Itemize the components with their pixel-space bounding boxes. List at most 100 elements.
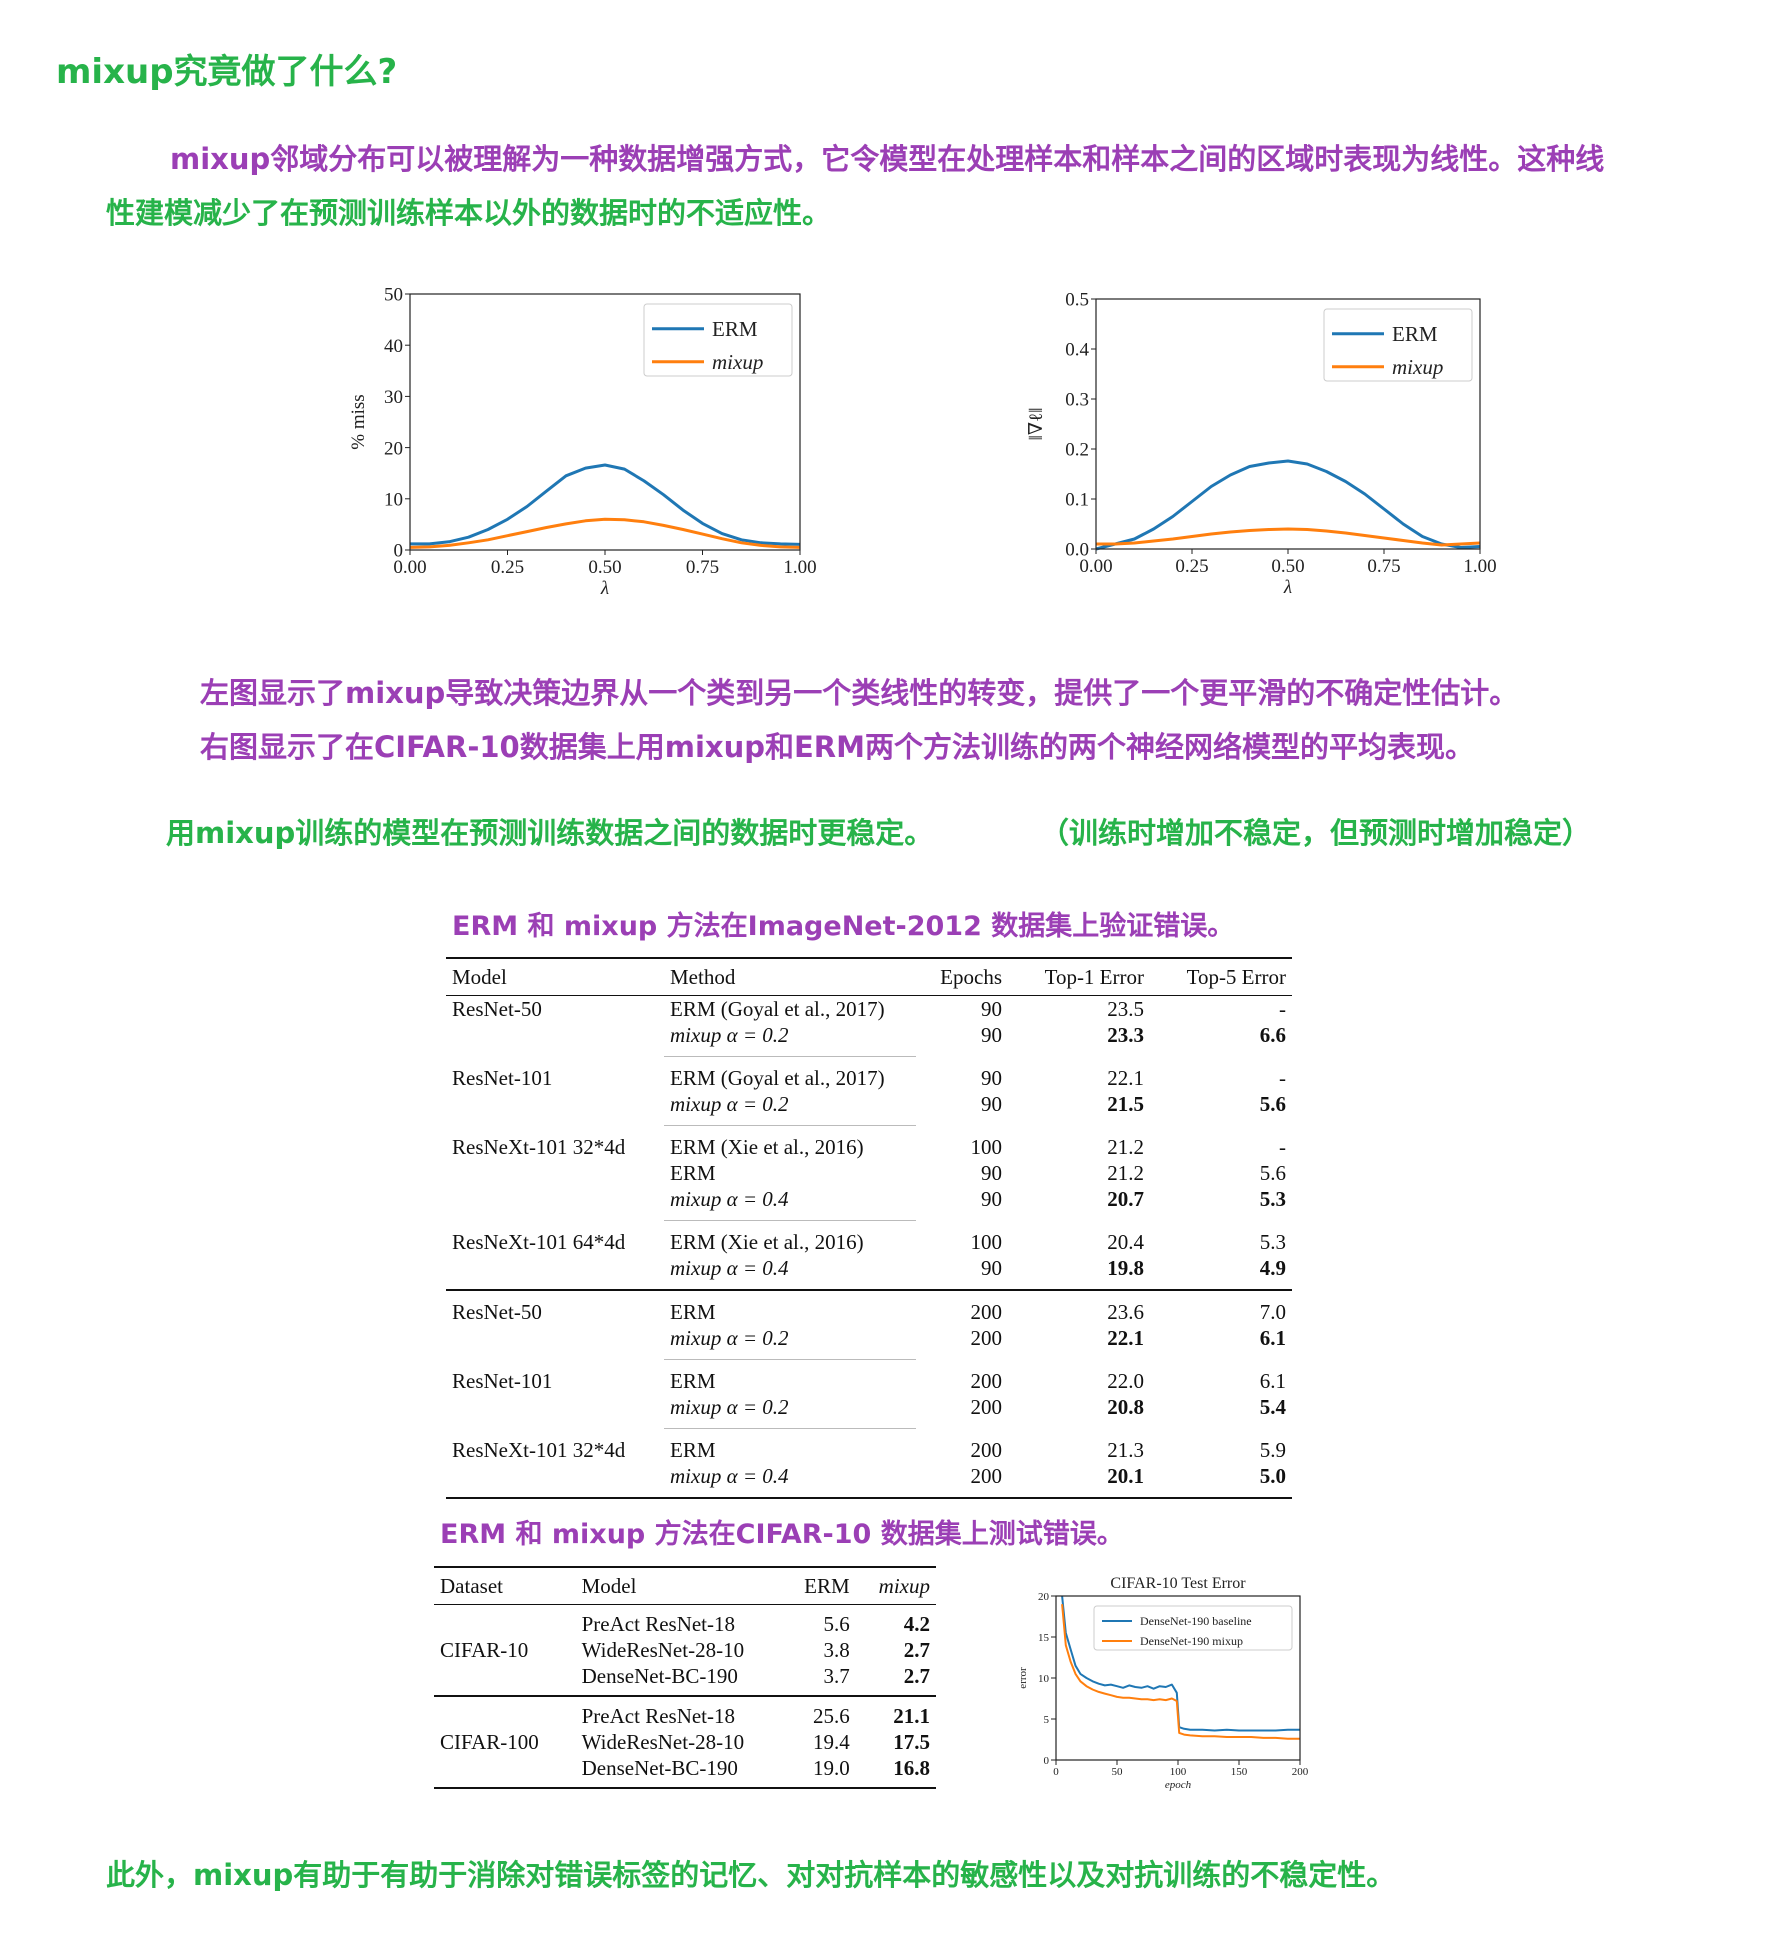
x-tick-label: 0.75 [1367, 556, 1400, 577]
method-cell: mixup α = 0.2 [664, 1325, 916, 1360]
model-cell: ResNet-101 [452, 1065, 553, 1090]
method-cell: ERM (Goyal et al., 2017) [670, 1066, 885, 1090]
model-cell [446, 1022, 664, 1057]
dataset-cell [434, 1755, 576, 1788]
erm-cell: 19.4 [812, 1730, 850, 1754]
y-tick-label: 5 [1044, 1714, 1050, 1726]
method-cell: ERM (Xie et al., 2016) [670, 1135, 864, 1159]
method-cell: ERM [670, 1161, 716, 1185]
top5-cell: 5.6 [1259, 1092, 1286, 1117]
imagenet-table: Model Method Epochs Top-1 Error Top-5 Er… [446, 957, 1292, 1499]
dataset-cell: CIFAR-10 [440, 1638, 529, 1662]
col-dataset: Dataset [434, 1566, 576, 1605]
table-row: mixup α = 0.4 200 20.1 5.0 [446, 1463, 1292, 1498]
erm-cell: 5.6 [823, 1612, 850, 1636]
top1-cell: 19.8 [1107, 1256, 1144, 1280]
top5-cell: 6.1 [1259, 1326, 1286, 1351]
method-cell: ERM [670, 1438, 716, 1462]
model-cell: PreAct ResNet-18 [581, 1612, 736, 1636]
table-row: CIFAR-100 WideResNet-28-10 19.4 17.5 [434, 1729, 936, 1755]
legend-label: ERM [712, 317, 758, 341]
y-tick-label: 40 [384, 336, 403, 357]
top5-cell: 7.0 [1150, 1289, 1292, 1325]
intro-line-2: 性建模减少了在预测训练样本以外的数据时的不适应性。 [106, 196, 832, 230]
y-tick-label: 0.2 [1065, 440, 1089, 461]
table-row: PreAct ResNet-18 5.6 4.2 [434, 1605, 936, 1638]
col-top1: Top-1 Error [1008, 957, 1150, 996]
epochs-cell: 90 [981, 1187, 1002, 1212]
epochs-cell: 200 [916, 1289, 1008, 1325]
desc-line-1: 左图显示了mixup导致决策边界从一个类到另一个类线性的转变，提供了一个更平滑的… [200, 676, 1519, 710]
top5-cell: 4.9 [1259, 1256, 1286, 1280]
col-model: Model [446, 957, 664, 996]
y-tick-label: 20 [384, 438, 403, 459]
x-tick-label: 0.25 [1175, 556, 1208, 577]
model-cell: WideResNet-28-10 [581, 1638, 745, 1662]
model-cell [446, 1160, 664, 1186]
x-tick-label: 0 [1053, 1766, 1059, 1778]
top1-cell: 22.1 [1107, 1065, 1144, 1090]
epochs-cell: 90 [981, 1023, 1002, 1048]
top1-cell: 20.8 [1107, 1395, 1144, 1420]
conclusion: 此外，mixup有助于有助于消除对错误标签的记忆、对对抗样本的敏感性以及对抗训练… [106, 1858, 1396, 1892]
top5-cell: 5.6 [1259, 1161, 1286, 1185]
y-tick-label: 0.0 [1065, 540, 1089, 561]
y-tick-label: 10 [1038, 1673, 1050, 1685]
y-tick-label: 50 [384, 285, 403, 306]
model-cell: PreAct ResNet-18 [575, 1695, 776, 1729]
x-tick-label: 50 [1112, 1766, 1124, 1778]
legend-label: mixup [712, 350, 763, 374]
erm-cell: 25.6 [775, 1695, 856, 1729]
y-tick-label: 0.5 [1065, 290, 1089, 311]
top1-cell: 20.4 [1107, 1229, 1144, 1254]
x-tick-label: 0.00 [393, 557, 426, 578]
legend-label: DenseNet-190 mixup [1140, 1634, 1243, 1648]
top5-cell: - [1279, 1065, 1286, 1090]
x-tick-label: 200 [1292, 1766, 1309, 1778]
epochs-cell: 90 [981, 1065, 1002, 1090]
table-row: mixup α = 0.4 90 20.7 5.3 [446, 1186, 1292, 1221]
epochs-cell: 200 [970, 1368, 1003, 1393]
x-tick-label: 1.00 [783, 557, 816, 578]
table-row: ResNet-101 ERM 200 22.0 6.1 [446, 1360, 1292, 1395]
model-cell: ResNeXt-101 32*4d [452, 1134, 626, 1159]
method-cell: ERM [670, 1369, 716, 1393]
x-axis-label: λ [1283, 577, 1292, 598]
epochs-cell: 90 [981, 1256, 1002, 1280]
stability-note: （训练时增加不稳定，但预测时增加稳定） [1040, 816, 1592, 850]
epochs-cell: 90 [981, 1092, 1002, 1117]
top5-cell: 6.1 [1259, 1368, 1286, 1393]
model-cell: ResNeXt-101 64*4d [452, 1229, 626, 1254]
legend-label: mixup [1392, 355, 1443, 379]
x-tick-label: 0.00 [1079, 556, 1112, 577]
x-tick-label: 1.00 [1463, 556, 1496, 577]
table-row: ResNeXt-101 64*4d ERM (Xie et al., 2016) 1… [446, 1221, 1292, 1256]
table-row: CIFAR-10 WideResNet-28-10 3.8 2.7 [434, 1637, 936, 1663]
mixup-cell: 17.5 [893, 1730, 930, 1754]
x-tick-label: 150 [1231, 1766, 1248, 1778]
series-line-erm [410, 463, 801, 546]
y-tick-label: 20 [1038, 1591, 1050, 1603]
method-cell: ERM (Goyal et al., 2017) [670, 997, 885, 1021]
top5-cell: - [1279, 997, 1286, 1021]
x-tick-label: 0.50 [588, 557, 621, 578]
model-cell [446, 1394, 664, 1429]
top5-cell: - [1279, 1134, 1286, 1159]
stability-statement: 用mixup训练的模型在预测训练数据之间的数据时更稳定。 [166, 816, 934, 850]
series-line-mixup [1061, 1604, 1300, 1740]
table-row: mixup α = 0.2 200 20.8 5.4 [446, 1394, 1292, 1429]
table-row: mixup α = 0.4 90 19.8 4.9 [446, 1255, 1292, 1290]
col-method: Method [664, 957, 916, 996]
cifar-table: Dataset Model ERM mixup PreAct ResNet-18… [434, 1566, 936, 1789]
col-top5: Top-5 Error [1150, 957, 1292, 996]
top1-cell: 21.2 [1107, 1161, 1144, 1185]
epochs-cell: 90 [981, 1161, 1002, 1185]
x-tick-label: 0.25 [491, 557, 524, 578]
table-row: mixup α = 0.2 200 22.1 6.1 [446, 1325, 1292, 1360]
legend-label: ERM [1392, 322, 1438, 346]
table-row: ERM 90 21.2 5.6 [446, 1160, 1292, 1186]
top5-cell: 5.3 [1259, 1229, 1286, 1254]
x-axis-label: epoch [1165, 1779, 1192, 1791]
top5-cell: 6.6 [1259, 1023, 1286, 1048]
dataset-cell [434, 1663, 576, 1696]
